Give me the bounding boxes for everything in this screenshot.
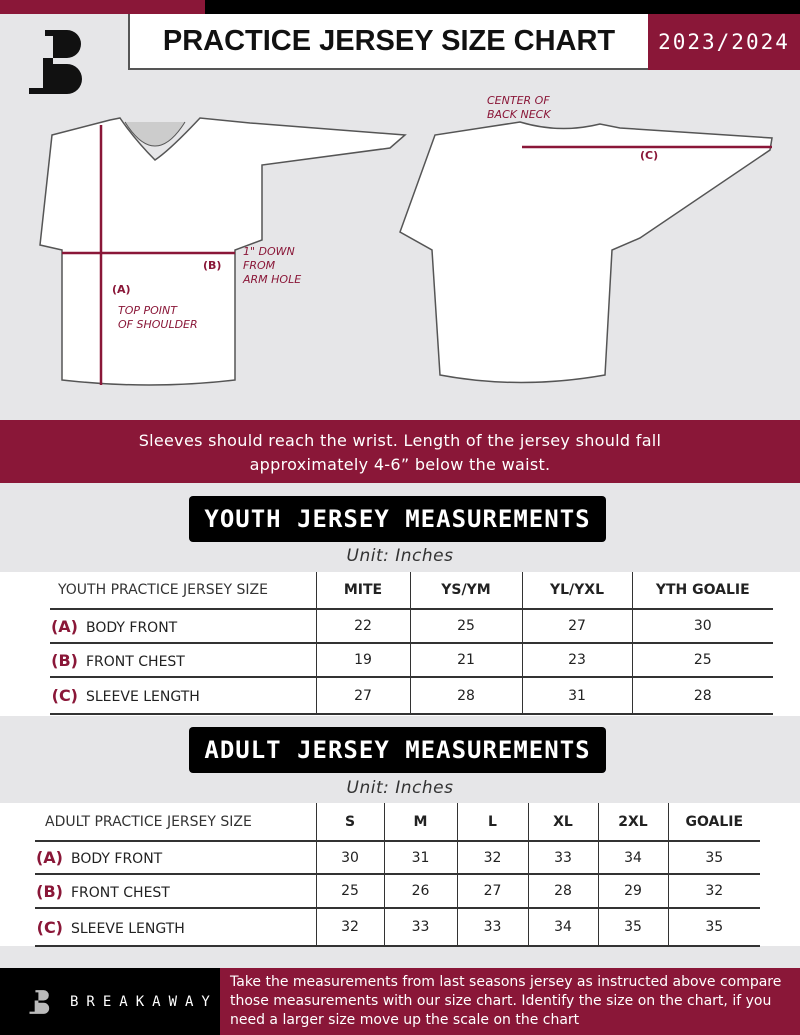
cell: 35 [667, 841, 760, 875]
row-letter: (A) [35, 848, 63, 867]
header-cell: YL/YXL [521, 572, 632, 610]
jersey-diagram [39, 117, 773, 386]
season-label: 2023/2024 [648, 14, 800, 70]
cell: 32 [456, 841, 528, 875]
row-letter: (C) [51, 686, 78, 705]
banner-line: approximately 4-6” below the waist. [249, 455, 551, 474]
label-b: (B) [203, 259, 222, 272]
brand-name: BREAKAWAY [70, 993, 218, 1010]
table-row: (A) BODY FRONT 30 31 32 33 34 35 [35, 841, 760, 875]
table-row: (C) SLEEVE LENGTH 32 33 33 34 35 35 [35, 908, 760, 947]
cell: 28 [631, 677, 773, 715]
cell: 34 [527, 908, 598, 947]
youth-unit-label: Unit: Inches [346, 546, 454, 566]
adult-section-title: ADULT JERSEY MEASUREMENTS [189, 727, 606, 773]
row-label: BODY FRONT [71, 851, 163, 867]
front-jersey [39, 117, 407, 386]
top-accent-bar [0, 0, 205, 14]
cell: 35 [597, 908, 668, 947]
header-cell: GOALIE [667, 803, 760, 842]
table-row: (B) FRONT CHEST 25 26 27 28 29 32 [35, 874, 760, 909]
breakaway-logo-icon [29, 989, 50, 1014]
row-label: SLEEVE LENGTH [71, 920, 185, 937]
note-line: BACK NECK [487, 108, 551, 121]
table-row: (B) FRONT CHEST 19 21 23 25 [50, 643, 773, 678]
header-cell: M [383, 803, 457, 842]
row-label: SLEEVE LENGTH [86, 689, 200, 705]
adult-unit-label: Unit: Inches [346, 778, 454, 798]
cell: 29 [597, 874, 668, 909]
header-cell: MITE [315, 572, 410, 610]
top-black-bar [205, 0, 800, 14]
row-letter: (B) [51, 650, 78, 670]
row-letter: (B) [36, 881, 63, 901]
sizing-instructions-banner: Sleeves should reach the wrist. Length o… [0, 420, 800, 483]
row-letter: (A) [50, 616, 78, 636]
adult-size-table: ADULT PRACTICE JERSEY SIZE S M L XL 2XL … [35, 803, 760, 947]
top-point-note: TOP POINT OF SHOULDER [118, 304, 198, 332]
cell: 27 [315, 677, 410, 715]
cell: 31 [383, 841, 457, 875]
cell: 22 [315, 609, 410, 644]
cell: 28 [527, 874, 598, 909]
cell: 32 [315, 908, 384, 947]
breakaway-logo-icon [29, 30, 82, 94]
cell: 27 [456, 874, 528, 909]
cell: 33 [383, 908, 457, 947]
header-cell: YS/YM [409, 572, 522, 610]
header-cell: ADULT PRACTICE JERSEY SIZE [35, 803, 316, 842]
cell: 25 [315, 874, 384, 909]
header-cell: YOUTH PRACTICE JERSEY SIZE [50, 572, 316, 610]
cell: 19 [315, 643, 410, 678]
footer-brand: BREAKAWAY [0, 968, 220, 1035]
cell: 34 [597, 841, 668, 875]
cell: 25 [631, 643, 773, 678]
row-label: BODY FRONT [86, 619, 178, 636]
youth-size-table: YOUTH PRACTICE JERSEY SIZE MITE YS/YM YL… [50, 572, 773, 715]
cell: 30 [315, 841, 384, 875]
cell: 33 [527, 841, 598, 875]
cell: 27 [521, 609, 632, 644]
cell: 25 [409, 609, 522, 644]
cell: 30 [631, 609, 773, 644]
back-jersey [399, 121, 773, 384]
header-cell: 2XL [597, 803, 668, 842]
note-line: TOP POINT [118, 304, 177, 317]
footer-instructions: Take the measurements from last seasons … [220, 968, 800, 1035]
cell: 32 [667, 874, 760, 909]
note-line: CENTER OF [487, 94, 550, 107]
armhole-note: 1" DOWN FROM ARM HOLE [243, 245, 301, 287]
note-line: ARM HOLE [243, 273, 302, 286]
label-c: (C) [640, 149, 659, 162]
label-a: (A) [112, 283, 131, 296]
cell: 28 [409, 677, 522, 715]
header-cell: L [456, 803, 528, 842]
header-cell: S [315, 803, 384, 842]
header-cell: YTH GOALIE [631, 572, 773, 610]
cell: 23 [521, 643, 632, 678]
youth-section-title: YOUTH JERSEY MEASUREMENTS [189, 496, 606, 542]
note-line: 1" DOWN [243, 245, 295, 258]
table-row: (C) SLEEVE LENGTH 27 28 31 28 [50, 677, 773, 715]
center-back-neck-note: CENTER OF BACK NECK [487, 94, 551, 122]
page-title: PRACTICE JERSEY SIZE CHART [128, 14, 648, 70]
cell: 31 [521, 677, 632, 715]
table-header-row: YOUTH PRACTICE JERSEY SIZE MITE YS/YM YL… [50, 572, 773, 610]
banner-line: Sleeves should reach the wrist. Length o… [138, 431, 662, 450]
row-letter: (C) [36, 917, 63, 937]
cell: 33 [456, 908, 528, 947]
table-row: (A) BODY FRONT 22 25 27 30 [50, 609, 773, 644]
cell: 21 [409, 643, 522, 678]
note-line: OF SHOULDER [118, 318, 198, 331]
table-header-row: ADULT PRACTICE JERSEY SIZE S M L XL 2XL … [35, 803, 760, 842]
row-label: FRONT CHEST [71, 884, 170, 901]
row-label: FRONT CHEST [86, 653, 185, 670]
header-cell: XL [527, 803, 598, 842]
cell: 26 [383, 874, 457, 909]
note-line: FROM [243, 259, 276, 272]
cell: 35 [667, 908, 760, 947]
